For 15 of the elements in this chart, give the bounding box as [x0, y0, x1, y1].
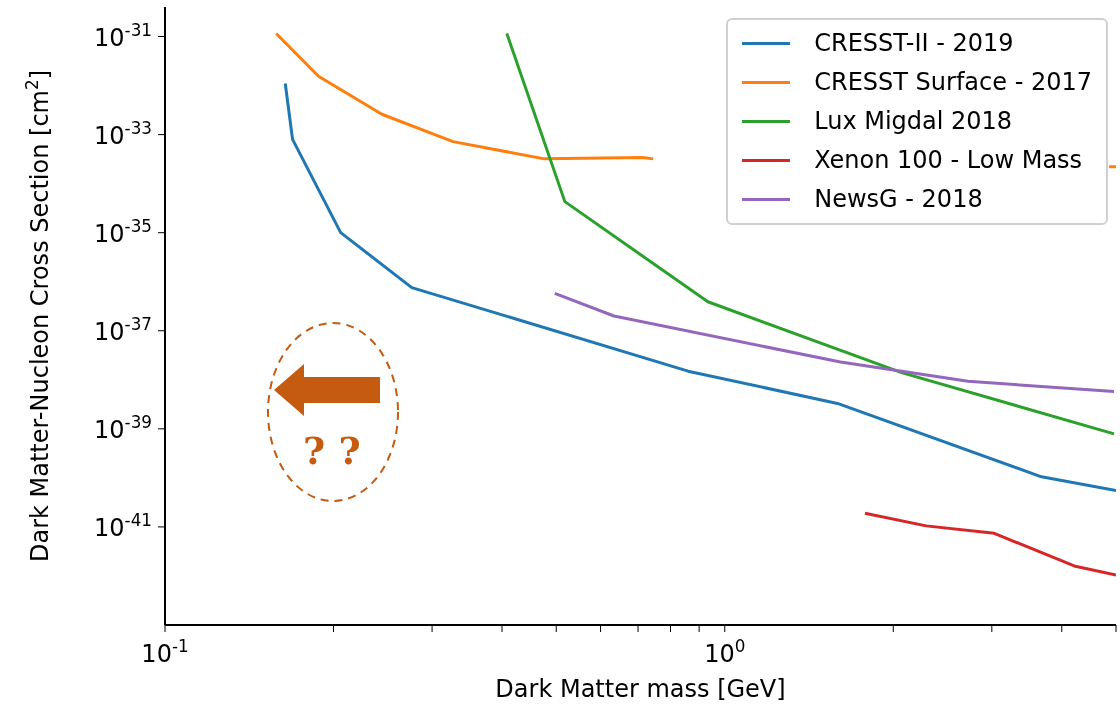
y-tick-label: 10$^{-41}$: [94, 509, 152, 542]
annotation: ? ?: [302, 428, 362, 473]
y-tick-label: 10$^{-33}$: [94, 117, 152, 150]
y-tick-label: 10$^{-31}$: [94, 19, 152, 52]
legend-label: Lux Migdal 2018: [814, 106, 1013, 137]
legend-label: CRESST Surface - 2017: [814, 67, 1092, 98]
legend-label: CRESST-II - 2019: [814, 28, 1014, 59]
y-tick-label: 10$^{-37}$: [94, 313, 152, 346]
x-tick-label: 10$^{-1}$: [141, 636, 189, 668]
legend-label: NewsG - 2018: [814, 184, 983, 215]
legend-label: Xenon 100 - Low Mass: [814, 145, 1083, 176]
x-axis-title: Dark Matter mass [GeV]: [495, 675, 786, 703]
x-tick-label: 10$^{0}$: [704, 636, 746, 668]
y-tick-label: 10$^{-35}$: [94, 215, 152, 248]
y-tick-label: 10$^{-39}$: [94, 411, 152, 444]
